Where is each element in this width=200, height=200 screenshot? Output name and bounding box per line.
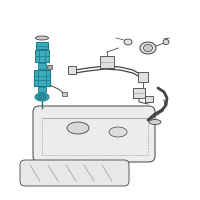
Bar [62, 92, 67, 96]
Bar [34, 70, 50, 86]
Ellipse shape [144, 45, 153, 51]
Ellipse shape [124, 39, 132, 45]
Ellipse shape [35, 93, 49, 101]
Ellipse shape [67, 122, 89, 134]
Ellipse shape [36, 36, 48, 40]
Ellipse shape [163, 40, 169, 45]
Bar [47, 65, 52, 69]
Bar [138, 72, 148, 82]
Ellipse shape [140, 42, 156, 54]
Bar [100, 56, 114, 68]
FancyBboxPatch shape [20, 160, 129, 186]
Ellipse shape [38, 95, 46, 99]
Bar [35, 50, 49, 62]
Bar [68, 66, 76, 74]
Bar [38, 63, 46, 69]
FancyBboxPatch shape [33, 106, 155, 162]
Ellipse shape [109, 127, 127, 137]
Bar [133, 88, 145, 98]
Bar [36, 42, 48, 49]
Ellipse shape [149, 119, 161, 124]
Bar [38, 87, 46, 92]
Bar [145, 96, 153, 102]
